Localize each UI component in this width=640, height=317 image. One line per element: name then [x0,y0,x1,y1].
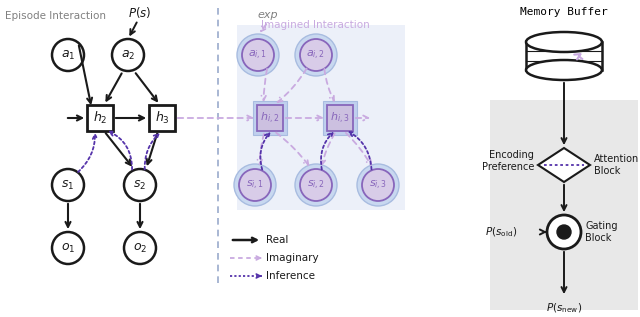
Bar [327,105,353,131]
Circle shape [300,169,332,201]
Circle shape [237,34,279,76]
Circle shape [52,232,84,264]
Bar [323,101,357,135]
Bar [253,101,287,135]
Text: $h_2$: $h_2$ [93,110,108,126]
Circle shape [557,225,571,239]
Text: Episode Interaction: Episode Interaction [5,11,106,21]
Text: Encoding
Preference: Encoding Preference [482,150,534,172]
Circle shape [547,215,581,249]
Text: $o_2$: $o_2$ [133,242,147,255]
Text: $a_{i,1}$: $a_{i,1}$ [248,49,268,61]
Bar [526,42,602,70]
Text: Imagined Interaction: Imagined Interaction [260,20,369,30]
Circle shape [234,164,276,206]
Bar [87,105,113,131]
Text: $h_{i,3}$: $h_{i,3}$ [330,110,349,126]
Bar [149,105,175,131]
Circle shape [52,39,84,71]
Circle shape [52,169,84,201]
Text: Inference: Inference [266,271,315,281]
Ellipse shape [526,32,602,52]
Text: $s_{i,3}$: $s_{i,3}$ [369,178,387,191]
Text: $P(s_{\mathrm{old}})$: $P(s_{\mathrm{old}})$ [485,225,517,239]
Text: Imaginary: Imaginary [266,253,319,263]
Circle shape [242,39,274,71]
Text: $P(s_{\mathrm{new}})$: $P(s_{\mathrm{new}})$ [546,301,582,315]
Text: $P(s)$: $P(s)$ [128,4,152,20]
Circle shape [295,34,337,76]
Polygon shape [538,148,590,182]
Text: $h_{i,2}$: $h_{i,2}$ [260,110,280,126]
Circle shape [357,164,399,206]
Circle shape [239,169,271,201]
Text: $s_{i,1}$: $s_{i,1}$ [246,178,264,191]
Text: exp: exp [258,10,278,20]
Bar [490,100,638,310]
Text: Gating
Block: Gating Block [585,221,618,243]
Circle shape [362,169,394,201]
Text: $a_{i,2}$: $a_{i,2}$ [307,49,326,61]
Circle shape [295,164,337,206]
Text: $s_1$: $s_1$ [61,178,75,191]
Text: $h_3$: $h_3$ [155,110,170,126]
Text: $a_1$: $a_1$ [61,49,75,61]
Ellipse shape [526,60,602,80]
Bar [257,105,283,131]
Text: $s_{i,2}$: $s_{i,2}$ [307,178,325,191]
Circle shape [300,39,332,71]
Bar [237,25,405,210]
Text: $a_2$: $a_2$ [121,49,135,61]
Circle shape [112,39,144,71]
Text: $s_2$: $s_2$ [133,178,147,191]
Circle shape [124,169,156,201]
Text: $o_1$: $o_1$ [61,242,75,255]
Text: Attention
Block: Attention Block [594,154,639,176]
Text: Memory Buffer: Memory Buffer [520,7,608,17]
Circle shape [124,232,156,264]
Text: Real: Real [266,235,289,245]
